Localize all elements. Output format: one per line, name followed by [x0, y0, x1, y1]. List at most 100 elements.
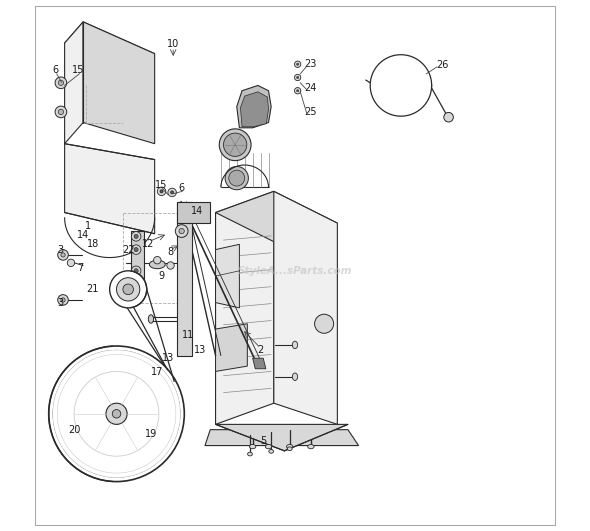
- Ellipse shape: [287, 444, 293, 449]
- Polygon shape: [215, 191, 274, 424]
- Circle shape: [179, 228, 184, 234]
- Text: 2: 2: [257, 345, 264, 355]
- Text: 13: 13: [194, 345, 206, 355]
- Text: 13: 13: [162, 353, 174, 363]
- Ellipse shape: [293, 341, 297, 349]
- Circle shape: [132, 245, 141, 254]
- Polygon shape: [253, 358, 266, 369]
- Circle shape: [160, 190, 163, 193]
- Circle shape: [229, 170, 245, 186]
- Circle shape: [158, 187, 166, 195]
- Circle shape: [168, 188, 176, 196]
- Text: 14: 14: [191, 207, 203, 217]
- Circle shape: [294, 61, 301, 67]
- Circle shape: [67, 259, 75, 267]
- Ellipse shape: [250, 444, 256, 449]
- Text: 12: 12: [142, 239, 155, 250]
- Circle shape: [74, 371, 159, 456]
- Ellipse shape: [248, 452, 253, 456]
- Circle shape: [53, 350, 180, 477]
- Circle shape: [110, 271, 147, 308]
- Text: 8: 8: [168, 247, 173, 257]
- Text: 15: 15: [155, 180, 168, 190]
- Text: 11: 11: [182, 330, 194, 340]
- Circle shape: [116, 278, 140, 301]
- Circle shape: [61, 253, 65, 257]
- Circle shape: [123, 284, 133, 295]
- Circle shape: [58, 250, 68, 260]
- Circle shape: [175, 225, 188, 237]
- Ellipse shape: [269, 450, 274, 453]
- Text: 3: 3: [57, 297, 64, 307]
- Text: 10: 10: [167, 39, 179, 49]
- Text: 14: 14: [77, 230, 89, 240]
- Circle shape: [444, 113, 453, 122]
- Polygon shape: [241, 92, 268, 127]
- Text: 21: 21: [87, 284, 99, 294]
- Circle shape: [294, 74, 301, 81]
- Circle shape: [55, 77, 67, 89]
- Circle shape: [58, 295, 68, 305]
- Ellipse shape: [148, 315, 153, 323]
- Circle shape: [53, 350, 180, 477]
- Text: 17: 17: [151, 367, 163, 378]
- Text: 22: 22: [122, 245, 135, 254]
- Polygon shape: [83, 22, 155, 144]
- Circle shape: [55, 106, 67, 118]
- Circle shape: [297, 63, 299, 65]
- Text: 7: 7: [77, 263, 84, 273]
- Text: StyleA...sParts.com: StyleA...sParts.com: [238, 266, 352, 276]
- Polygon shape: [131, 231, 144, 297]
- Text: 6: 6: [178, 183, 184, 193]
- Circle shape: [112, 409, 121, 418]
- Polygon shape: [215, 424, 348, 451]
- Ellipse shape: [308, 444, 314, 449]
- Text: 1: 1: [86, 221, 91, 231]
- Circle shape: [57, 355, 176, 473]
- Text: 26: 26: [436, 61, 448, 70]
- Circle shape: [106, 403, 127, 424]
- Text: 18: 18: [87, 239, 99, 250]
- Circle shape: [134, 269, 138, 273]
- Polygon shape: [65, 22, 83, 144]
- Text: 23: 23: [304, 59, 317, 69]
- Circle shape: [167, 262, 174, 269]
- Text: 15: 15: [71, 65, 84, 74]
- Circle shape: [297, 76, 299, 79]
- Circle shape: [61, 298, 65, 302]
- Circle shape: [58, 109, 64, 115]
- Text: 3: 3: [57, 245, 64, 254]
- Circle shape: [153, 256, 161, 264]
- Circle shape: [61, 359, 172, 469]
- Polygon shape: [215, 324, 247, 371]
- Ellipse shape: [149, 260, 165, 269]
- Ellipse shape: [293, 373, 297, 380]
- Polygon shape: [237, 85, 271, 128]
- Polygon shape: [65, 22, 155, 74]
- Circle shape: [219, 129, 251, 161]
- Polygon shape: [215, 191, 337, 244]
- Circle shape: [132, 266, 141, 276]
- Text: 9: 9: [159, 271, 165, 281]
- Polygon shape: [178, 202, 210, 223]
- Ellipse shape: [266, 444, 272, 449]
- Circle shape: [314, 314, 334, 333]
- Text: 5: 5: [260, 436, 266, 447]
- Circle shape: [49, 346, 184, 482]
- Text: 19: 19: [145, 429, 157, 439]
- Circle shape: [294, 88, 301, 94]
- Circle shape: [58, 80, 64, 85]
- Circle shape: [132, 232, 141, 241]
- Polygon shape: [65, 144, 155, 234]
- Polygon shape: [215, 244, 240, 308]
- Circle shape: [297, 90, 299, 92]
- Circle shape: [134, 234, 138, 238]
- Circle shape: [225, 166, 248, 190]
- Text: 24: 24: [304, 83, 317, 93]
- Circle shape: [134, 247, 138, 252]
- Circle shape: [224, 133, 247, 157]
- Polygon shape: [274, 191, 337, 424]
- Circle shape: [171, 191, 173, 194]
- Text: 25: 25: [304, 107, 317, 117]
- Text: 20: 20: [68, 425, 80, 435]
